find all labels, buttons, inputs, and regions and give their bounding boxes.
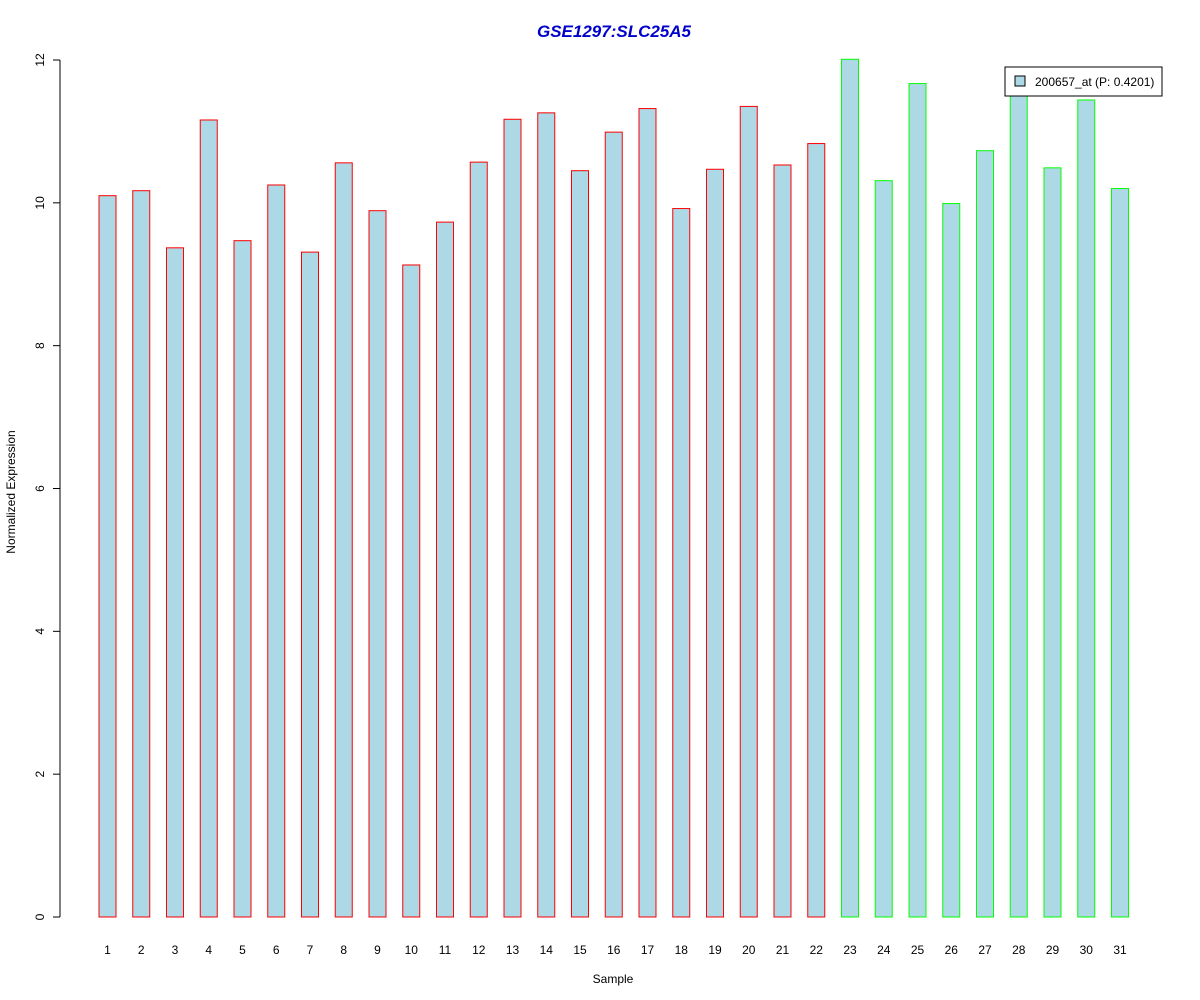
bar-sample-15 xyxy=(571,170,589,918)
x-tick-label: 12 xyxy=(472,943,486,957)
y-tick-label: 0 xyxy=(33,913,47,920)
bar-sample-19 xyxy=(706,168,724,918)
x-tick-label: 18 xyxy=(675,943,689,957)
x-tick-label: 9 xyxy=(374,943,381,957)
x-tick-labels: 1 2 3 4 5 6 7 8 9 10 11 12 13 14 15 16 17 18 19 20 21 22 23 24 2… xyxy=(104,943,1127,957)
bar-sample-8 xyxy=(334,162,353,918)
x-tick-label: 1 xyxy=(104,943,111,957)
bar-sample-14 xyxy=(537,112,556,918)
bar-sample-7 xyxy=(301,251,319,918)
bar-sample-25 xyxy=(908,83,927,918)
x-tick-label: 15 xyxy=(573,943,587,957)
x-tick-label: 6 xyxy=(273,943,280,957)
bars-group xyxy=(98,58,1129,918)
x-tick-label: 3 xyxy=(172,943,179,957)
bar-sample-18 xyxy=(672,208,691,918)
x-tick-label: 2 xyxy=(138,943,145,957)
x-tick-label: 24 xyxy=(877,943,891,957)
legend-swatch xyxy=(1014,75,1026,87)
x-tick-label: 23 xyxy=(843,943,857,957)
x-tick-label: 28 xyxy=(1012,943,1026,957)
bar-sample-29 xyxy=(1043,167,1062,918)
y-tick-label: 2 xyxy=(33,771,47,778)
x-tick-label: 25 xyxy=(911,943,925,957)
bar-sample-2 xyxy=(132,190,151,918)
x-tick-label: 14 xyxy=(540,943,554,957)
x-tick-label: 11 xyxy=(439,943,452,957)
legend-label: 200657_at (P: 0.4201) xyxy=(1035,75,1154,89)
x-tick-label: 13 xyxy=(506,943,520,957)
y-tick-label: 4 xyxy=(33,628,47,635)
bar-sample-6 xyxy=(267,184,286,918)
x-tick-label: 26 xyxy=(945,943,959,957)
x-tick-label: 31 xyxy=(1113,943,1127,957)
bar-sample-5 xyxy=(233,240,252,918)
x-tick-label: 16 xyxy=(607,943,621,957)
chart-title: GSE1297:SLC25A5 xyxy=(537,22,692,41)
bar-sample-17 xyxy=(638,108,657,918)
bar-sample-26 xyxy=(942,203,961,918)
bar-sample-13 xyxy=(503,118,522,918)
x-tick-label: 30 xyxy=(1080,943,1094,957)
x-tick-label: 4 xyxy=(205,943,212,957)
x-axis-label: Sample xyxy=(593,972,634,986)
bar-sample-9 xyxy=(368,210,387,918)
bar-sample-24 xyxy=(874,180,893,918)
bar-sample-16 xyxy=(604,131,623,918)
bar-sample-12 xyxy=(469,161,488,918)
bar-sample-11 xyxy=(436,221,454,918)
x-tick-label: 5 xyxy=(239,943,246,957)
x-tick-label: 8 xyxy=(340,943,347,957)
legend: 200657_at (P: 0.4201) xyxy=(1004,66,1163,97)
y-tick-label: 10 xyxy=(33,196,47,210)
x-tick-label: 29 xyxy=(1046,943,1060,957)
x-tick-label: 19 xyxy=(708,943,722,957)
bar-sample-10 xyxy=(402,264,421,918)
y-tick-label: 8 xyxy=(33,342,47,349)
x-tick-label: 17 xyxy=(641,943,655,957)
x-tick-label: 27 xyxy=(978,943,992,957)
x-tick-label: 10 xyxy=(405,943,419,957)
bar-sample-3 xyxy=(166,247,184,918)
x-tick-label: 20 xyxy=(742,943,756,957)
bar-sample-23 xyxy=(841,58,859,918)
legend-box xyxy=(1004,66,1163,97)
bar-sample-21 xyxy=(773,164,792,918)
y-axis: 0 2 4 6 8 10 12 xyxy=(33,53,61,920)
bar-sample-30 xyxy=(1077,99,1096,918)
bar-sample-4 xyxy=(199,119,218,918)
bar-sample-31 xyxy=(1111,188,1129,918)
y-tick-label: 6 xyxy=(33,485,47,492)
y-axis-label: Normalized Expression xyxy=(4,430,18,553)
bar-sample-1 xyxy=(98,195,117,918)
y-tick-label: 12 xyxy=(33,53,47,67)
x-tick-label: 21 xyxy=(776,943,790,957)
x-tick-label: 7 xyxy=(307,943,314,957)
bar-sample-22 xyxy=(807,143,826,918)
bar-sample-27 xyxy=(976,150,994,918)
bar-sample-20 xyxy=(739,105,758,918)
bar-sample-28 xyxy=(1009,89,1028,918)
x-tick-label: 22 xyxy=(810,943,824,957)
